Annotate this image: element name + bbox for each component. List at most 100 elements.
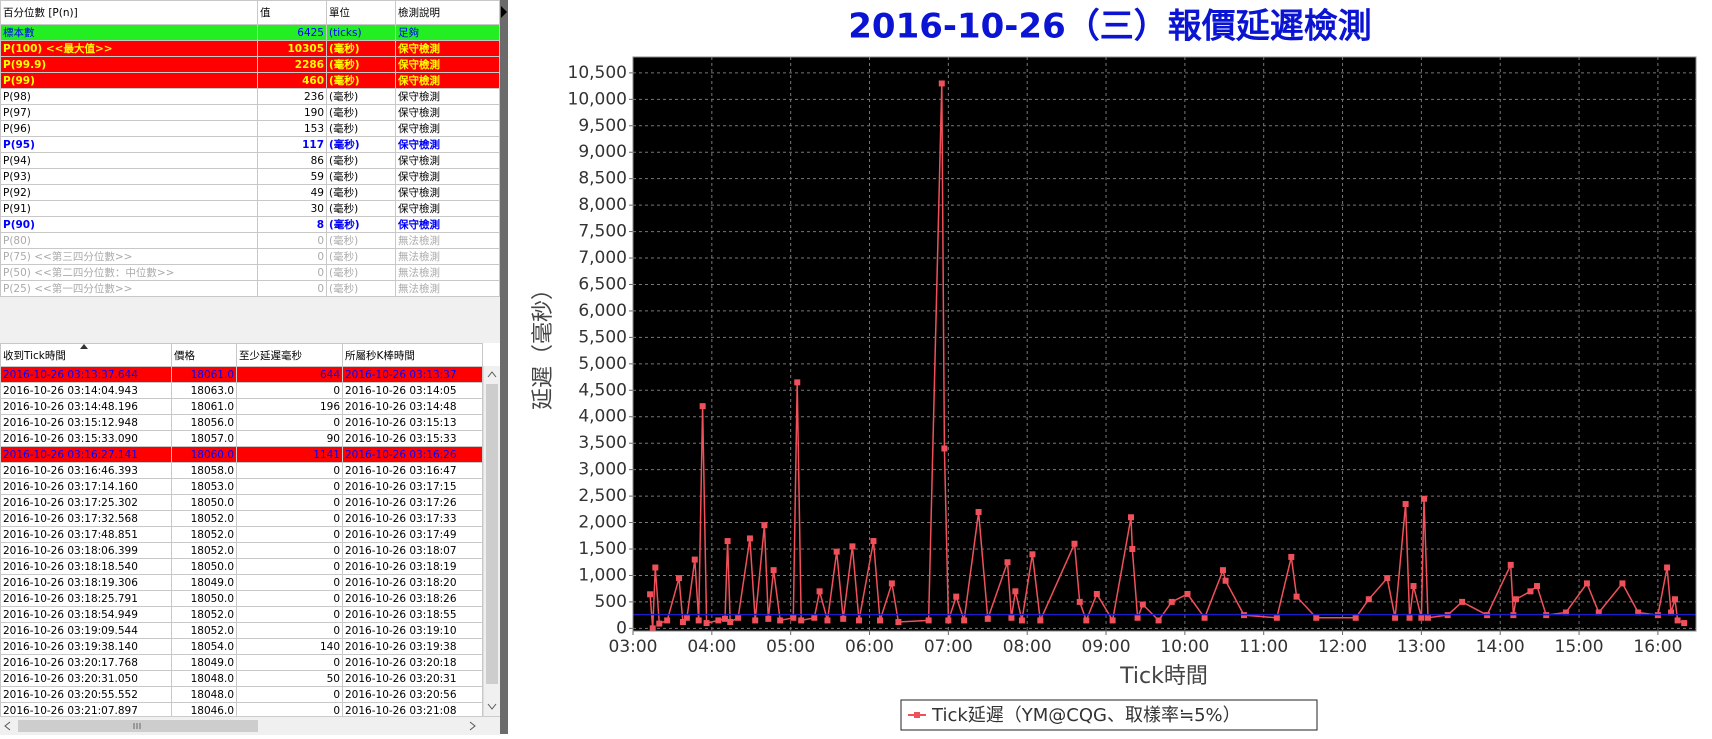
data-point xyxy=(1527,588,1534,595)
table-cell: (毫秒) xyxy=(326,136,396,153)
x-tick-label: 09:00 xyxy=(1082,637,1131,657)
table-cell: 0 xyxy=(236,654,343,671)
table-cell: 2016-10-26 03:16:46.393 xyxy=(0,462,172,479)
table-cell: P(75) <<第三四分位數>> xyxy=(0,248,258,265)
table-cell: 2016-10-26 03:19:38 xyxy=(342,638,483,655)
table-cell: (毫秒) xyxy=(326,88,396,105)
data-point xyxy=(1406,614,1413,621)
data-point xyxy=(1664,564,1671,571)
table-cell: (毫秒) xyxy=(326,216,396,233)
table-cell: 足夠 xyxy=(395,24,500,41)
x-tick-label: 13:00 xyxy=(1397,637,1446,657)
column-header[interactable]: 百分位數 [P(n)] xyxy=(0,0,258,25)
horizontal-scrollbar[interactable] xyxy=(0,716,500,735)
table-cell: 644 xyxy=(236,366,343,383)
data-point xyxy=(1012,588,1019,595)
table-cell: 2016-10-26 03:13:37 xyxy=(342,366,483,383)
data-point xyxy=(1037,617,1044,624)
data-point xyxy=(1352,614,1359,621)
data-point xyxy=(691,556,698,563)
data-point xyxy=(1635,609,1642,616)
table-cell: (毫秒) xyxy=(326,56,396,73)
column-header[interactable]: 至少延遲毫秒 xyxy=(236,343,343,367)
column-header[interactable]: 所屬秒K棒時間 xyxy=(342,343,483,367)
data-point xyxy=(833,548,840,555)
table-cell: 86 xyxy=(257,152,327,169)
table-cell: 18057.0 xyxy=(171,430,237,447)
table-cell: (毫秒) xyxy=(326,104,396,121)
splitter[interactable] xyxy=(500,0,508,734)
table-cell: P(98) xyxy=(0,88,258,105)
table-cell: 0 xyxy=(236,686,343,703)
table-cell: 0 xyxy=(257,248,327,265)
x-tick-label: 05:00 xyxy=(766,637,815,657)
data-point xyxy=(1668,609,1675,616)
table-cell: 保守檢測 xyxy=(395,120,500,137)
table-cell: (毫秒) xyxy=(326,264,396,281)
table-cell: 0 xyxy=(236,510,343,527)
table-row: P(95) 117 (毫秒) 保守檢測 xyxy=(0,136,500,153)
data-point xyxy=(816,588,823,595)
x-tick-label: 03:00 xyxy=(609,637,658,657)
table-cell: (毫秒) xyxy=(326,120,396,137)
table-cell: 18052.0 xyxy=(171,606,237,623)
table-cell: 2016-10-26 03:18:07 xyxy=(342,542,483,559)
data-point xyxy=(811,614,818,621)
table-row: P(98) 236 (毫秒) 保守檢測 xyxy=(0,88,500,105)
table-cell: 2286 xyxy=(257,56,327,73)
data-point xyxy=(1076,598,1083,605)
data-point xyxy=(877,617,884,624)
table-row: 2016-10-26 03:19:09.544 18052.0 0 2016-10-2… xyxy=(0,622,483,639)
table-cell: 50 xyxy=(236,670,343,687)
table-cell: 2016-10-26 03:16:47 xyxy=(342,462,483,479)
table-cell: 2016-10-26 03:15:13 xyxy=(342,414,483,431)
table-row: 2016-10-26 03:18:25.791 18050.0 0 2016-10-2… xyxy=(0,590,483,607)
table-cell: 保守檢測 xyxy=(395,56,500,73)
column-header[interactable]: 值 xyxy=(257,0,327,25)
data-point xyxy=(715,617,722,624)
table-cell: 18061.0 xyxy=(171,366,237,383)
table-cell: 保守檢測 xyxy=(395,168,500,185)
table-cell: 保守檢測 xyxy=(395,72,500,89)
table-cell: P(96) xyxy=(0,120,258,137)
data-point xyxy=(1681,620,1688,627)
table-cell: 2016-10-26 03:16:26 xyxy=(342,446,483,463)
column-header[interactable]: 檢測說明 xyxy=(395,0,500,25)
data-point xyxy=(1402,501,1409,508)
table-cell: 140 xyxy=(236,638,343,655)
x-tick-label: 06:00 xyxy=(845,637,894,657)
table-cell: 2016-10-26 03:19:10 xyxy=(342,622,483,639)
y-axis-title: 延遲（毫秒） xyxy=(531,278,556,410)
column-header[interactable]: 價格 xyxy=(171,343,237,367)
data-point xyxy=(647,591,654,598)
table-cell: (毫秒) xyxy=(326,72,396,89)
data-point xyxy=(1619,580,1626,587)
data-point xyxy=(1293,593,1300,600)
table-row: P(93) 59 (毫秒) 保守檢測 xyxy=(0,168,500,185)
table-row: 2016-10-26 03:14:48.196 18061.0 196 2016-10… xyxy=(0,398,483,415)
table-row: P(25) <<第一四分位數>> 0 (毫秒) 無法檢測 xyxy=(0,280,500,297)
table-row: 2016-10-26 03:17:14.160 18053.0 0 2016-10-2… xyxy=(0,478,483,495)
data-point xyxy=(765,615,772,622)
table-cell: P(99) xyxy=(0,72,258,89)
data-point xyxy=(870,538,877,545)
table-cell: 0 xyxy=(236,622,343,639)
table-cell: 18052.0 xyxy=(171,510,237,527)
table-cell: 2016-10-26 03:17:48.851 xyxy=(0,526,172,543)
legend-marker xyxy=(914,712,920,718)
vertical-scrollbar[interactable] xyxy=(483,366,500,716)
y-tick-label: 3,000 xyxy=(578,460,627,480)
table-cell: (毫秒) xyxy=(326,200,396,217)
data-point xyxy=(777,617,784,624)
table-cell: 153 xyxy=(257,120,327,137)
data-point xyxy=(945,617,952,624)
column-header[interactable]: 單位 xyxy=(326,0,396,25)
table-cell: 18049.0 xyxy=(171,574,237,591)
y-tick-label: 4,500 xyxy=(578,380,627,400)
data-point xyxy=(856,617,863,624)
table-cell: 保守檢測 xyxy=(395,104,500,121)
sort-arrow[interactable] xyxy=(80,344,88,350)
table-cell: 2016-10-26 03:17:26 xyxy=(342,494,483,511)
data-point xyxy=(752,617,759,624)
collapse-arrow[interactable] xyxy=(500,0,508,30)
